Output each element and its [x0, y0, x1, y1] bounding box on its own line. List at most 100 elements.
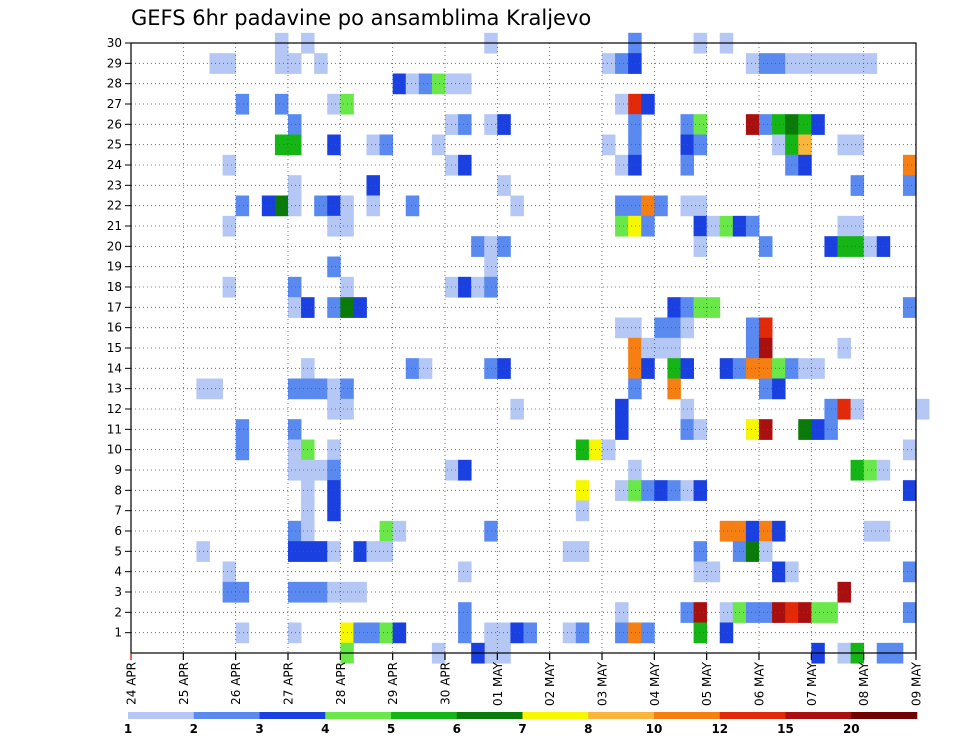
heatmap-cell: [431, 73, 446, 95]
heatmap-cell: [745, 541, 760, 562]
heatmap-cell: [379, 541, 394, 562]
heatmap-cell: [497, 236, 511, 257]
heatmap-cell: [615, 53, 629, 74]
x-tick-label: 29 APR: [386, 662, 400, 705]
heatmap-cell: [719, 358, 734, 379]
heatmap-cell: [314, 459, 328, 481]
heatmap-cell: [902, 480, 917, 501]
heatmap-cell: [562, 622, 577, 644]
heatmap-cells: [196, 32, 930, 664]
y-tick-label: 22: [107, 199, 122, 213]
heatmap-cell: [288, 195, 302, 217]
y-axis: 1234567891011121314151617181920212223242…: [107, 36, 131, 640]
heatmap-cell: [327, 398, 341, 420]
x-tick-label: 04 MAY: [648, 661, 662, 706]
heatmap-cell: [458, 561, 472, 583]
heatmap-cell: [719, 520, 734, 542]
heatmap-cell: [902, 561, 917, 583]
heatmap-cell: [288, 541, 302, 562]
heatmap-cell: [562, 541, 577, 562]
heatmap-cell: [235, 622, 250, 644]
heatmap-cell: [811, 419, 825, 440]
heatmap-cell: [759, 541, 773, 562]
heatmap-cell: [458, 459, 472, 481]
heatmap-cell: [615, 93, 629, 115]
heatmap-cell: [222, 276, 237, 298]
heatmap-cell: [353, 297, 367, 318]
heatmap-cell: [693, 297, 708, 318]
heatmap-cell: [510, 622, 524, 644]
colorbar-swatch: [719, 712, 786, 719]
heatmap-cell: [798, 602, 812, 623]
heatmap-cell: [772, 520, 786, 542]
heatmap-cell: [628, 337, 642, 359]
y-tick-label: 8: [114, 483, 122, 497]
heatmap-cell: [288, 520, 302, 542]
heatmap-cell: [288, 459, 302, 481]
heatmap-cell: [602, 53, 616, 74]
heatmap-cell: [902, 297, 917, 318]
y-tick-label: 9: [114, 463, 122, 477]
heatmap-cell: [693, 195, 708, 217]
colorbar-label: 2: [190, 722, 198, 736]
heatmap-cell: [693, 419, 708, 440]
heatmap-cell: [458, 602, 472, 623]
heatmap-cell: [575, 439, 590, 461]
heatmap-cell: [314, 581, 328, 603]
heatmap-cell: [628, 134, 642, 156]
heatmap-cell: [745, 114, 760, 135]
y-tick-label: 5: [114, 544, 122, 558]
heatmap-cell: [759, 317, 773, 339]
heatmap-cell: [615, 195, 629, 217]
heatmap-cell: [274, 93, 289, 115]
heatmap-cell: [471, 236, 485, 257]
heatmap-cell: [811, 53, 825, 74]
heatmap-cell: [719, 602, 734, 623]
heatmap-cell: [745, 419, 760, 440]
colorbar-label: 8: [584, 722, 592, 736]
heatmap-cell: [497, 622, 511, 644]
y-tick-label: 24: [107, 158, 122, 172]
heatmap-cell: [693, 134, 708, 156]
heatmap-cell: [837, 134, 851, 156]
heatmap-cell: [222, 581, 237, 603]
heatmap-cell: [497, 175, 511, 196]
y-tick-label: 6: [114, 524, 122, 538]
heatmap-cell: [902, 602, 917, 623]
heatmap-cell: [353, 622, 367, 644]
heatmap-cell: [379, 622, 394, 644]
heatmap-cell: [654, 317, 668, 339]
y-tick-label: 29: [107, 56, 122, 70]
colorbar-label: 6: [453, 722, 461, 736]
heatmap-cell: [235, 93, 250, 115]
heatmap-cell: [628, 622, 642, 644]
heatmap-cell: [706, 561, 721, 583]
heatmap-cell: [575, 480, 590, 501]
x-tick-label: 06 MAY: [753, 661, 767, 706]
y-tick-label: 21: [107, 219, 122, 233]
colorbar-label: 15: [777, 722, 794, 736]
y-tick-label: 19: [107, 260, 122, 274]
colorbar-label: 3: [255, 722, 263, 736]
heatmap-cell: [327, 439, 341, 461]
heatmap-cell: [863, 459, 878, 481]
colorbar-label: 20: [843, 722, 860, 736]
x-tick-label: 28 APR: [334, 662, 348, 705]
heatmap-cell: [484, 276, 498, 298]
heatmap-cell: [484, 358, 498, 379]
heatmap-cell: [772, 602, 786, 623]
y-tick-label: 25: [107, 138, 122, 152]
heatmap-cell: [745, 215, 760, 237]
y-tick-label: 12: [107, 402, 122, 416]
heatmap-cell: [366, 195, 380, 217]
y-tick-label: 23: [107, 178, 122, 192]
y-tick-label: 17: [107, 300, 122, 314]
x-tick-label: 26 APR: [229, 662, 243, 705]
heatmap-cell: [418, 358, 433, 379]
heatmap-cell: [222, 53, 237, 74]
heatmap-cell: [667, 480, 681, 501]
heatmap-cell: [615, 317, 629, 339]
heatmap-cell: [759, 520, 773, 542]
colorbar-label: 12: [711, 722, 728, 736]
y-tick-label: 27: [107, 97, 122, 111]
